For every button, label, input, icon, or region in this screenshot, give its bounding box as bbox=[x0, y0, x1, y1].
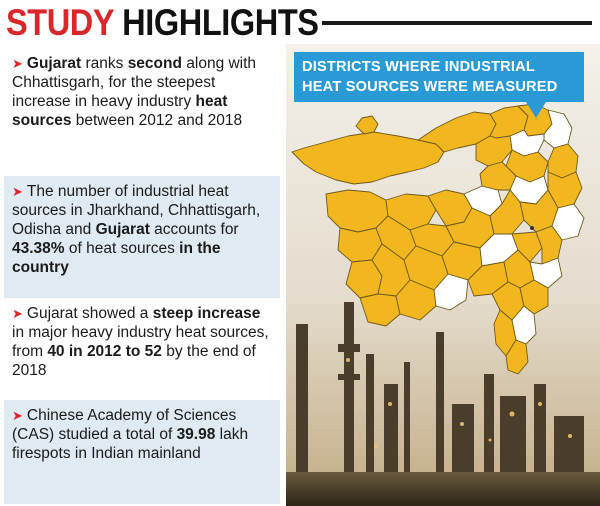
page-title: STUDY HIGHLIGHTS bbox=[6, 3, 319, 43]
header: STUDY HIGHLIGHTS bbox=[0, 0, 600, 44]
highlight-text-3: Gujarat showed a steep increase in major… bbox=[12, 305, 269, 379]
highlight-text-1: Gujarat ranks second along with Chhattis… bbox=[12, 55, 256, 129]
highlight-emphasis: steep increase bbox=[152, 305, 261, 322]
district-region bbox=[359, 293, 401, 327]
header-rule bbox=[322, 21, 592, 25]
bullet-arrow-icon: ➤ bbox=[12, 184, 23, 199]
highlight-emphasis: 43.38% bbox=[12, 240, 65, 257]
highlight-point-4: ➤ Chinese Academy of Sciences (CAS) studi… bbox=[4, 400, 280, 504]
map-panel: DISTRICTS WHERE INDUSTRIAL HEAT SOURCES … bbox=[286, 44, 600, 506]
highlight-text-segment: lakh firespots in Indian mainland bbox=[12, 426, 249, 462]
map-callout: DISTRICTS WHERE INDUSTRIAL HEAT SOURCES … bbox=[294, 52, 584, 102]
highlight-text-segment: ranks bbox=[81, 55, 128, 72]
highlight-text-4: Chinese Academy of Sciences (CAS) studie… bbox=[12, 407, 248, 462]
highlight-text-segment: Chinese Academy of Sciences (CAS) studie… bbox=[12, 407, 237, 443]
highlights-panel: ➤ Gujarat ranks second along with Chhatti… bbox=[0, 44, 286, 506]
bullet-arrow-icon: ➤ bbox=[12, 306, 23, 321]
highlight-text-segment: Gujarat showed a bbox=[26, 305, 153, 322]
highlight-emphasis: 39.98 bbox=[176, 426, 216, 443]
highlight-text-segment: by the end of 2018 bbox=[12, 343, 256, 379]
highlight-text-segment: of heat sources bbox=[64, 240, 180, 257]
highlight-emphasis: Gujarat bbox=[26, 55, 82, 72]
district-region bbox=[505, 339, 529, 375]
highlight-text-segment: along with Chhattisgarh, for the steepes… bbox=[12, 55, 257, 110]
district-region bbox=[511, 231, 543, 263]
highlight-point-2: ➤ The number of industrial heat sources i… bbox=[4, 176, 280, 298]
highlight-emphasis: heat sources bbox=[12, 93, 228, 129]
highlight-text-2: The number of industrial heat sources in… bbox=[12, 183, 260, 276]
highlight-text-segment: accounts for bbox=[149, 221, 239, 238]
district-region bbox=[433, 273, 469, 311]
highlight-point-1: ➤ Gujarat ranks second along with Chhatti… bbox=[4, 48, 280, 176]
district-region bbox=[475, 135, 513, 167]
highlight-emphasis: in the country bbox=[12, 240, 221, 276]
highlight-emphasis: 40 in 2012 to 52 bbox=[47, 343, 162, 360]
highlight-text-segment: in major heavy industry heat sources, fr… bbox=[12, 324, 269, 360]
callout-line-1: DISTRICTS WHERE INDUSTRIAL bbox=[302, 59, 536, 75]
highlight-emphasis: second bbox=[127, 55, 182, 72]
bullet-arrow-icon: ➤ bbox=[12, 408, 23, 423]
title-study: STUDY bbox=[6, 2, 114, 43]
highlight-text-segment: The number of industrial heat sources in… bbox=[12, 183, 261, 238]
callout-line-2: HEAT SOURCES WERE MEASURED bbox=[302, 79, 558, 95]
highlight-emphasis: Gujarat bbox=[95, 221, 150, 238]
gujarat-district-map bbox=[291, 103, 585, 375]
highlight-text-segment: between 2012 and 2018 bbox=[71, 112, 243, 129]
district-region bbox=[291, 131, 445, 185]
bullet-arrow-icon: ➤ bbox=[12, 56, 23, 71]
district-region bbox=[355, 115, 379, 135]
callout-pointer bbox=[526, 102, 546, 118]
title-highlights: HIGHLIGHTS bbox=[122, 2, 319, 43]
highlight-point-3: ➤ Gujarat showed a steep increase in majo… bbox=[4, 298, 280, 400]
